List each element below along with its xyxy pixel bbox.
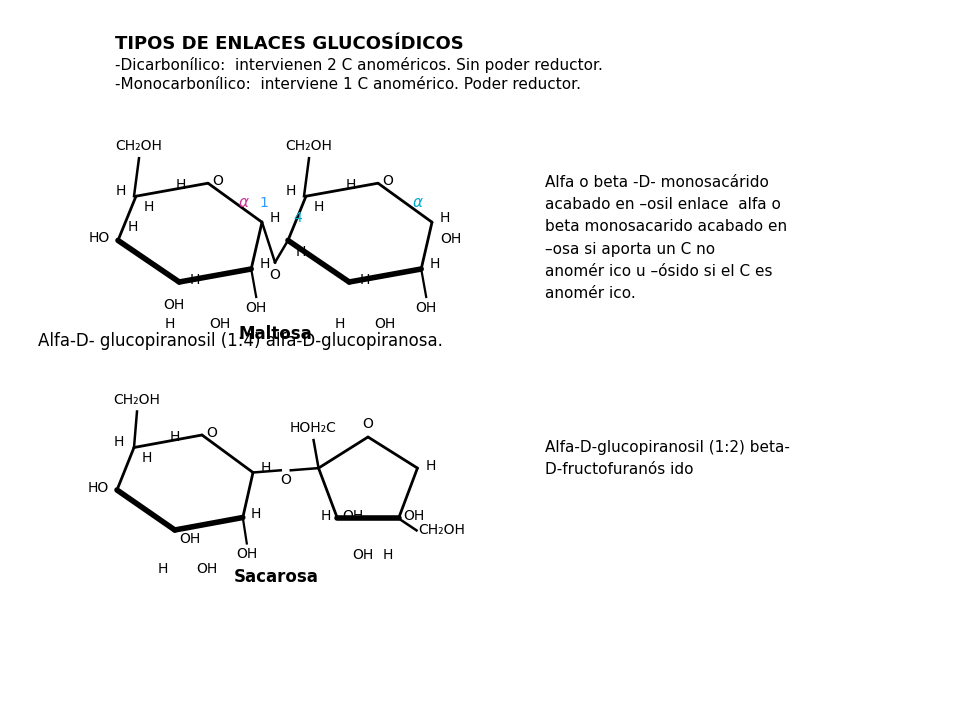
Text: OH: OH <box>416 301 437 315</box>
Text: OH: OH <box>197 562 218 576</box>
Text: H: H <box>259 257 270 271</box>
Text: HO: HO <box>88 231 110 246</box>
Text: OH: OH <box>179 532 200 546</box>
Text: H: H <box>359 273 370 287</box>
Text: O: O <box>382 174 393 188</box>
Text: H: H <box>286 184 296 198</box>
Text: CH₂OH: CH₂OH <box>115 139 162 153</box>
Text: H: H <box>383 549 394 562</box>
Text: α: α <box>239 195 249 210</box>
Text: -Monocarbonílico:  interviene 1 C anomérico. Poder reductor.: -Monocarbonílico: interviene 1 C anoméri… <box>115 77 581 92</box>
Text: O: O <box>280 473 291 487</box>
Text: OH: OH <box>236 547 257 562</box>
Text: -Dicarbonílico:  intervienen 2 C anoméricos. Sin poder reductor.: -Dicarbonílico: intervienen 2 C anoméric… <box>115 57 603 73</box>
Text: H: H <box>425 459 436 473</box>
Text: OH: OH <box>246 301 267 315</box>
Text: H: H <box>429 257 440 271</box>
Text: H: H <box>128 220 138 235</box>
Text: H: H <box>251 506 261 521</box>
Text: H: H <box>335 317 346 331</box>
Text: OH: OH <box>374 317 396 331</box>
Text: 1: 1 <box>259 197 268 210</box>
Text: Alfa-D- glucopiranosil (1:4) alfa-D-glucopiranosa.: Alfa-D- glucopiranosil (1:4) alfa-D-gluc… <box>38 332 443 350</box>
Text: H: H <box>261 462 272 475</box>
Text: O: O <box>363 417 373 431</box>
Text: CH₂OH: CH₂OH <box>285 139 332 153</box>
Text: Alfa o beta -D- monosacárido
acabado en –osil enlace  alfa o
beta monosacarido a: Alfa o beta -D- monosacárido acabado en … <box>545 175 787 301</box>
Text: H: H <box>144 200 155 215</box>
Text: CH₂OH: CH₂OH <box>419 523 466 537</box>
Text: OH: OH <box>209 317 230 331</box>
Text: OH: OH <box>352 549 373 562</box>
Text: H: H <box>296 246 306 259</box>
Text: H: H <box>170 430 180 444</box>
Text: Alfa-D-glucopiranosil (1:2) beta-
D-fructofuranós ido: Alfa-D-glucopiranosil (1:2) beta- D-fruc… <box>545 440 790 477</box>
Text: H: H <box>440 211 450 225</box>
Text: Sacarosa: Sacarosa <box>234 568 319 586</box>
Text: H: H <box>165 317 175 331</box>
Text: O: O <box>212 174 223 188</box>
Text: O: O <box>270 269 280 282</box>
Text: HO: HO <box>87 481 109 495</box>
Text: H: H <box>113 436 124 449</box>
Text: H: H <box>142 451 153 466</box>
Text: H: H <box>176 179 186 192</box>
Text: α: α <box>413 195 423 210</box>
Text: OH: OH <box>343 510 364 523</box>
Text: H: H <box>270 211 280 225</box>
Text: H: H <box>321 510 331 523</box>
Text: H: H <box>189 273 200 287</box>
Text: Maltosa: Maltosa <box>238 325 312 343</box>
Text: H: H <box>115 184 126 198</box>
Text: H: H <box>314 200 324 215</box>
Text: OH: OH <box>403 510 425 523</box>
Text: 4: 4 <box>293 212 301 225</box>
Text: OH: OH <box>163 298 185 312</box>
Text: H: H <box>346 179 356 192</box>
Text: CH₂OH: CH₂OH <box>113 392 160 407</box>
Text: HOH₂C: HOH₂C <box>290 421 337 435</box>
Text: TIPOS DE ENLACES GLUCOSÍDICOS: TIPOS DE ENLACES GLUCOSÍDICOS <box>115 35 464 53</box>
Text: OH: OH <box>440 232 461 246</box>
Text: H: H <box>157 562 168 576</box>
Text: O: O <box>206 426 217 440</box>
